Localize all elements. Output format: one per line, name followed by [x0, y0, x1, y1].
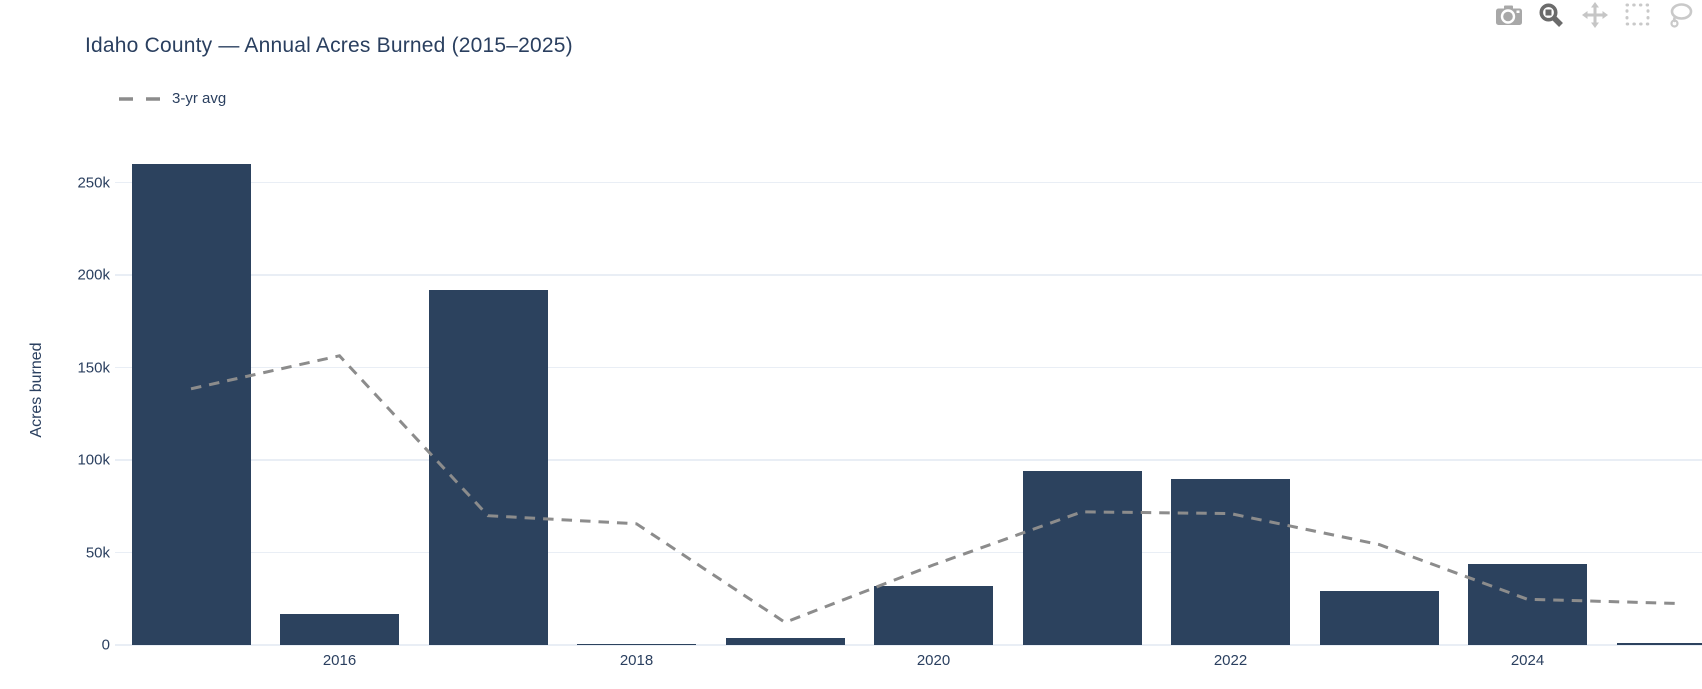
- legend-label: 3-yr avg: [172, 90, 227, 107]
- pan-icon[interactable]: [1580, 2, 1610, 28]
- x-tick-label-2018: 2018: [619, 652, 654, 669]
- bar-2023[interactable]: [1319, 591, 1439, 645]
- gridline-100k: [115, 459, 1702, 461]
- bar-2022[interactable]: [1171, 478, 1290, 645]
- bar-2021[interactable]: [1022, 471, 1142, 645]
- y-tick-label: 50k: [85, 544, 110, 561]
- zoom-icon[interactable]: [1537, 2, 1567, 28]
- bar-2015[interactable]: [131, 164, 251, 645]
- x-tick-label-2024: 2024: [1510, 652, 1545, 669]
- modebar: [1494, 2, 1696, 28]
- gridline-150k: [115, 366, 1702, 369]
- box-select-icon[interactable]: [1623, 2, 1653, 28]
- x-tick-label-2020: 2020: [916, 652, 951, 669]
- bar-2017[interactable]: [428, 289, 548, 645]
- gridline-200k: [115, 274, 1702, 276]
- y-tick-label: 100k: [77, 451, 110, 469]
- gridline-0: [115, 644, 1702, 646]
- camera-icon[interactable]: [1494, 2, 1524, 28]
- bar-2018[interactable]: [577, 643, 696, 645]
- y-tick-label: 0: [101, 636, 110, 654]
- gridline-50k: [115, 551, 1702, 554]
- bar-2020[interactable]: [874, 585, 993, 645]
- avg-line: [190, 354, 1677, 625]
- y-tick-label: 150k: [77, 359, 110, 376]
- y-tick-label: 200k: [77, 266, 110, 284]
- x-tick-label-2022: 2022: [1213, 652, 1248, 669]
- chart-title: Idaho County — Annual Acres Burned (2015…: [85, 34, 573, 57]
- bar-2019[interactable]: [725, 637, 845, 645]
- gridline-250k: [115, 181, 1702, 184]
- bar-2025[interactable]: [1616, 643, 1702, 645]
- x-tick-label-2016: 2016: [322, 652, 357, 669]
- lasso-select-icon[interactable]: [1666, 2, 1696, 28]
- dashed-line-icon: [119, 97, 163, 101]
- y-axis-title: Acres burned: [28, 342, 45, 438]
- y-tick-label: 250k: [77, 174, 110, 191]
- bar-2016[interactable]: [280, 613, 399, 645]
- bar-2024[interactable]: [1468, 563, 1587, 645]
- legend-item-3yr-avg[interactable]: 3-yr avg: [119, 89, 226, 109]
